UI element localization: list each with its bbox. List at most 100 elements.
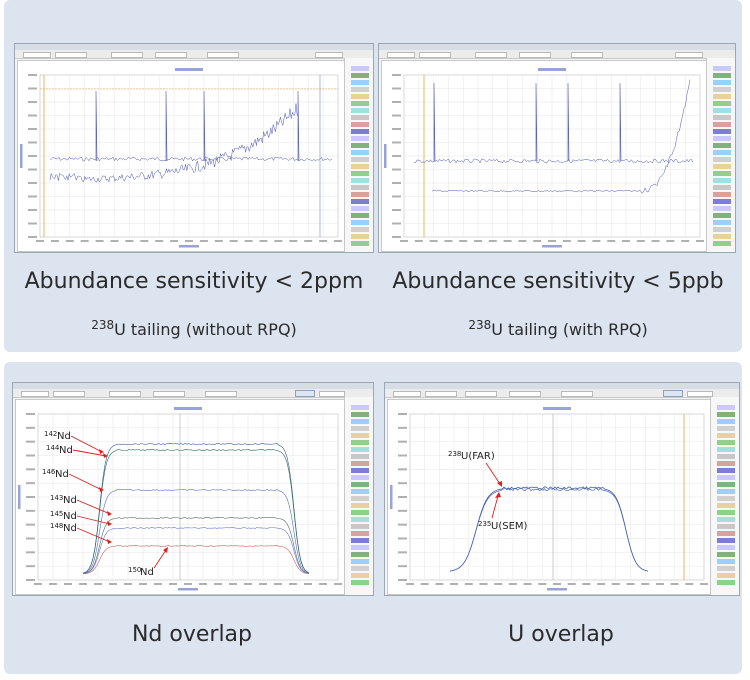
trace-swatch[interactable] bbox=[351, 475, 369, 480]
trace-swatch[interactable] bbox=[717, 531, 735, 536]
trace-swatch[interactable] bbox=[713, 157, 731, 162]
trace-swatch[interactable] bbox=[713, 94, 731, 99]
trace-swatch[interactable] bbox=[717, 468, 735, 473]
trace-swatch[interactable] bbox=[351, 552, 369, 557]
trace-swatch[interactable] bbox=[713, 241, 731, 246]
trace-swatch[interactable] bbox=[351, 517, 369, 522]
trace-swatch[interactable] bbox=[351, 220, 369, 225]
trace-swatch[interactable] bbox=[351, 115, 369, 120]
trace-swatch[interactable] bbox=[351, 234, 369, 239]
trace-swatch[interactable] bbox=[351, 573, 369, 578]
trace-swatch[interactable] bbox=[351, 426, 369, 431]
trace-swatch[interactable] bbox=[717, 405, 735, 410]
trace-swatch[interactable] bbox=[717, 573, 735, 578]
trace-swatch[interactable] bbox=[351, 94, 369, 99]
trace-swatch[interactable] bbox=[351, 447, 369, 452]
trace-swatch[interactable] bbox=[351, 108, 369, 113]
trace-swatch[interactable] bbox=[717, 454, 735, 459]
trace-swatch[interactable] bbox=[717, 538, 735, 543]
trace-swatch[interactable] bbox=[713, 199, 731, 204]
trace-swatch[interactable] bbox=[717, 510, 735, 515]
trace-swatch[interactable] bbox=[351, 199, 369, 204]
trace-swatch[interactable] bbox=[351, 241, 369, 246]
trace-swatch[interactable] bbox=[351, 461, 369, 466]
trace-swatch[interactable] bbox=[351, 468, 369, 473]
trace-swatch[interactable] bbox=[713, 136, 731, 141]
trace-swatch[interactable] bbox=[351, 129, 369, 134]
trace-swatch[interactable] bbox=[351, 157, 369, 162]
trace-swatch[interactable] bbox=[351, 510, 369, 515]
trace-swatch[interactable] bbox=[351, 164, 369, 169]
trace-swatch[interactable] bbox=[713, 164, 731, 169]
trace-swatch[interactable] bbox=[351, 489, 369, 494]
trace-swatch[interactable] bbox=[717, 412, 735, 417]
trace-swatch[interactable] bbox=[351, 136, 369, 141]
trace-swatch[interactable] bbox=[717, 545, 735, 550]
trace-swatch[interactable] bbox=[717, 580, 735, 585]
trace-swatch[interactable] bbox=[717, 475, 735, 480]
toolbar-button[interactable] bbox=[663, 390, 683, 397]
trace-swatch[interactable] bbox=[717, 566, 735, 571]
trace-swatch[interactable] bbox=[717, 461, 735, 466]
trace-swatch[interactable] bbox=[351, 171, 369, 176]
trace-swatch[interactable] bbox=[713, 178, 731, 183]
trace-swatch[interactable] bbox=[351, 545, 369, 550]
trace-swatch[interactable] bbox=[717, 419, 735, 424]
trace-swatch[interactable] bbox=[713, 108, 731, 113]
trace-swatch[interactable] bbox=[351, 412, 369, 417]
trace-swatch[interactable] bbox=[351, 419, 369, 424]
trace-swatch[interactable] bbox=[717, 482, 735, 487]
trace-swatch[interactable] bbox=[351, 482, 369, 487]
trace-swatch[interactable] bbox=[717, 440, 735, 445]
trace-swatch[interactable] bbox=[713, 150, 731, 155]
trace-swatch[interactable] bbox=[351, 454, 369, 459]
trace-swatch[interactable] bbox=[717, 447, 735, 452]
trace-swatch[interactable] bbox=[713, 101, 731, 106]
trace-swatch[interactable] bbox=[713, 192, 731, 197]
trace-swatch[interactable] bbox=[351, 73, 369, 78]
trace-swatch[interactable] bbox=[717, 552, 735, 557]
trace-swatch[interactable] bbox=[717, 426, 735, 431]
trace-swatch[interactable] bbox=[713, 185, 731, 190]
trace-swatch[interactable] bbox=[713, 220, 731, 225]
trace-swatch[interactable] bbox=[351, 150, 369, 155]
trace-swatch[interactable] bbox=[713, 129, 731, 134]
trace-swatch[interactable] bbox=[717, 433, 735, 438]
trace-swatch[interactable] bbox=[351, 405, 369, 410]
trace-swatch[interactable] bbox=[351, 80, 369, 85]
trace-swatch[interactable] bbox=[713, 234, 731, 239]
trace-swatch[interactable] bbox=[351, 206, 369, 211]
trace-swatch[interactable] bbox=[351, 87, 369, 92]
trace-swatch[interactable] bbox=[351, 227, 369, 232]
trace-swatch[interactable] bbox=[713, 115, 731, 120]
trace-swatch[interactable] bbox=[351, 433, 369, 438]
trace-swatch[interactable] bbox=[713, 73, 731, 78]
trace-swatch[interactable] bbox=[713, 143, 731, 148]
toolbar-button[interactable] bbox=[295, 390, 315, 397]
trace-swatch[interactable] bbox=[351, 566, 369, 571]
trace-swatch[interactable] bbox=[717, 559, 735, 564]
trace-swatch[interactable] bbox=[351, 496, 369, 501]
trace-swatch[interactable] bbox=[351, 580, 369, 585]
trace-swatch[interactable] bbox=[351, 531, 369, 536]
trace-swatch[interactable] bbox=[351, 440, 369, 445]
trace-swatch[interactable] bbox=[351, 101, 369, 106]
trace-swatch[interactable] bbox=[713, 87, 731, 92]
trace-swatch[interactable] bbox=[351, 178, 369, 183]
trace-swatch[interactable] bbox=[713, 227, 731, 232]
trace-swatch[interactable] bbox=[717, 517, 735, 522]
trace-swatch[interactable] bbox=[351, 538, 369, 543]
trace-swatch[interactable] bbox=[351, 143, 369, 148]
trace-swatch[interactable] bbox=[351, 185, 369, 190]
trace-swatch[interactable] bbox=[713, 171, 731, 176]
trace-swatch[interactable] bbox=[713, 80, 731, 85]
trace-swatch[interactable] bbox=[717, 489, 735, 494]
trace-swatch[interactable] bbox=[351, 524, 369, 529]
trace-swatch[interactable] bbox=[351, 66, 369, 71]
trace-swatch[interactable] bbox=[713, 66, 731, 71]
trace-swatch[interactable] bbox=[351, 192, 369, 197]
trace-swatch[interactable] bbox=[351, 213, 369, 218]
trace-swatch[interactable] bbox=[713, 122, 731, 127]
trace-swatch[interactable] bbox=[351, 503, 369, 508]
trace-swatch[interactable] bbox=[351, 559, 369, 564]
